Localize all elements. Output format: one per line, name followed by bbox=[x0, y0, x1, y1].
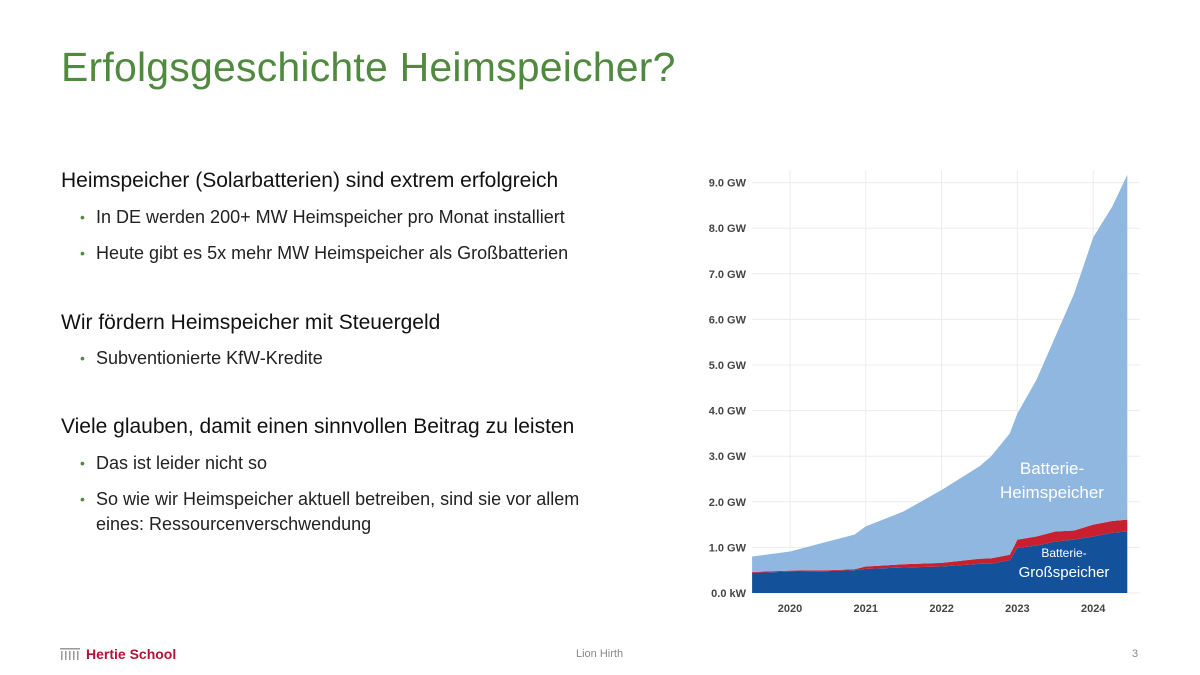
annotation-grossspeicher-line1: Batterie- bbox=[1041, 546, 1086, 560]
annotation-grossspeicher-line2: Großspeicher bbox=[1019, 564, 1110, 581]
section-heading-2: Wir fördern Heimspeicher mit Steuergeld bbox=[61, 311, 441, 334]
y-tick-label: 2.0 GW bbox=[709, 497, 747, 509]
building-columns-icon bbox=[60, 648, 80, 660]
x-tick-label: 2020 bbox=[778, 603, 802, 615]
bullet-dot-icon: • bbox=[80, 245, 85, 261]
bullet: • In DE werden 200+ MW Heimspeicher pro M… bbox=[80, 205, 565, 230]
bullet-dot-icon: • bbox=[80, 455, 85, 471]
y-tick-label: 8.0 GW bbox=[709, 223, 747, 235]
x-tick-label: 2021 bbox=[854, 603, 878, 615]
bullet-dot-icon: • bbox=[80, 209, 85, 225]
y-tick-label: 0.0 kW bbox=[711, 588, 746, 600]
bullet: • Das ist leider nicht so bbox=[80, 451, 267, 476]
bullet-dot-icon: • bbox=[80, 350, 85, 366]
slide-title: Erfolgsgeschichte Heimspeicher? bbox=[61, 44, 676, 90]
y-tick-label: 1.0 GW bbox=[709, 542, 747, 554]
section-heading-3: Viele glauben, damit einen sinnvollen Be… bbox=[61, 415, 575, 438]
capacity-area-chart: 0.0 kW 1.0 GW 2.0 GW 3.0 GW 4.0 GW 5.0 GW 6.0 … bbox=[709, 170, 1140, 615]
y-tick-label: 3.0 GW bbox=[709, 451, 747, 463]
x-tick-label: 2024 bbox=[1081, 603, 1106, 615]
annotation-heimspeicher-line1: Batterie- bbox=[1020, 459, 1084, 478]
y-tick-label: 7.0 GW bbox=[709, 269, 747, 281]
y-tick-label: 9.0 GW bbox=[709, 178, 747, 190]
bullet: • So wie wir Heimspeicher aktuell betreib… bbox=[80, 489, 580, 534]
area-series-3 bbox=[752, 174, 1128, 573]
y-tick-label: 6.0 GW bbox=[709, 314, 747, 326]
hertie-school-logo: Hertie School bbox=[60, 646, 176, 662]
bullet: • Heute gibt es 5x mehr MW Heimspeicher a… bbox=[80, 241, 568, 266]
x-tick-label: 2022 bbox=[929, 603, 953, 615]
bullet: • Subventionierte KfW-Kredite bbox=[80, 346, 323, 371]
y-tick-label: 4.0 GW bbox=[709, 406, 747, 418]
x-tick-label: 2023 bbox=[1005, 603, 1029, 615]
annotation-heimspeicher-line2: Heimspeicher bbox=[1000, 483, 1104, 502]
section-heading-1: Heimspeicher (Solarbatterien) sind extre… bbox=[61, 169, 559, 192]
page-number: 3 bbox=[1132, 648, 1139, 660]
y-tick-label: 5.0 GW bbox=[709, 360, 747, 372]
bullet-dot-icon: • bbox=[80, 491, 85, 507]
footer-author: Lion Hirth bbox=[576, 648, 624, 660]
area-series-1 bbox=[752, 531, 1128, 593]
